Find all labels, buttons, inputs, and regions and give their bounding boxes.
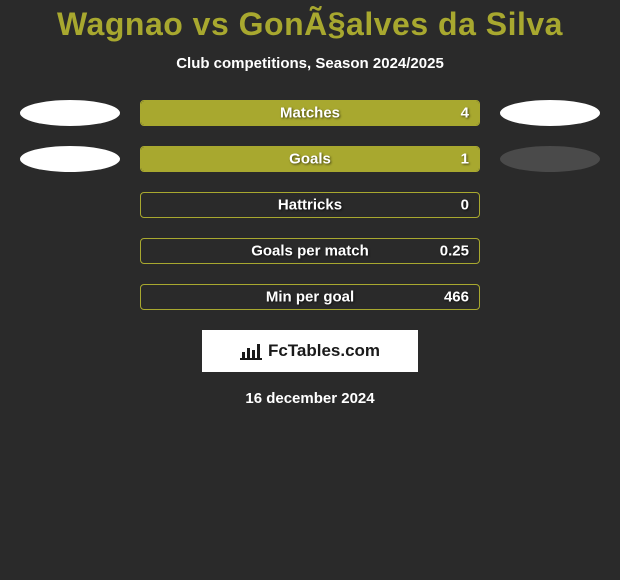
left-oval-placeholder xyxy=(20,192,120,218)
footer-logo: FcTables.com xyxy=(202,330,418,372)
stat-bar: Goals1 xyxy=(140,146,480,172)
stat-bar: Hattricks0 xyxy=(140,192,480,218)
stat-value: 0.25 xyxy=(440,243,469,260)
subtitle: Club competitions, Season 2024/2025 xyxy=(0,55,620,72)
left-oval xyxy=(20,146,120,172)
stat-row: Min per goal466 xyxy=(0,284,620,310)
stat-row: Goals1 xyxy=(0,146,620,172)
left-oval-placeholder xyxy=(20,238,120,264)
stat-label: Min per goal xyxy=(141,289,479,306)
stat-value: 4 xyxy=(461,105,469,122)
footer-date: 16 december 2024 xyxy=(0,390,620,407)
right-oval-placeholder xyxy=(500,284,600,310)
left-oval xyxy=(20,100,120,126)
stats-list: Matches4Goals1Hattricks0Goals per match0… xyxy=(0,100,620,310)
stat-label: Goals xyxy=(141,151,479,168)
stat-row: Hattricks0 xyxy=(0,192,620,218)
comparison-widget: Wagnao vs GonÃ§alves da Silva Club compe… xyxy=(0,0,620,407)
stat-value: 1 xyxy=(461,151,469,168)
page-title: Wagnao vs GonÃ§alves da Silva xyxy=(0,6,620,43)
stat-row: Matches4 xyxy=(0,100,620,126)
stat-bar: Matches4 xyxy=(140,100,480,126)
right-oval-shadow xyxy=(500,146,600,172)
stat-value: 0 xyxy=(461,197,469,214)
right-oval-placeholder xyxy=(500,238,600,264)
stat-bar: Min per goal466 xyxy=(140,284,480,310)
footer-brand: FcTables.com xyxy=(268,341,380,361)
stat-label: Goals per match xyxy=(141,243,479,260)
stat-value: 466 xyxy=(444,289,469,306)
left-oval-placeholder xyxy=(20,284,120,310)
stat-row: Goals per match0.25 xyxy=(0,238,620,264)
stat-bar: Goals per match0.25 xyxy=(140,238,480,264)
right-oval xyxy=(500,100,600,126)
chart-icon xyxy=(240,342,262,360)
stat-label: Matches xyxy=(141,105,479,122)
right-oval-placeholder xyxy=(500,192,600,218)
stat-label: Hattricks xyxy=(141,197,479,214)
